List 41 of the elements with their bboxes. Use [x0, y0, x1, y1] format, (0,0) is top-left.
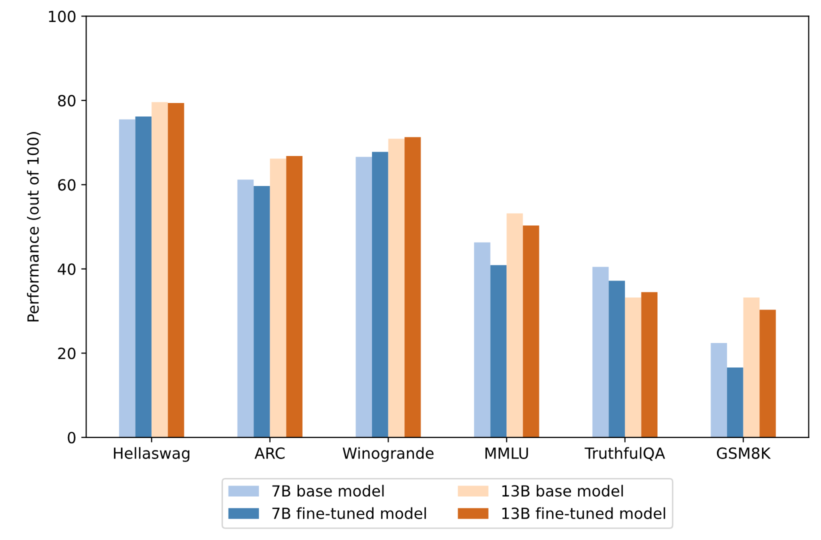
bar	[286, 156, 302, 438]
x-tick-label: Hellaswag	[114, 447, 190, 462]
bar	[710, 343, 728, 438]
bar	[135, 116, 152, 438]
bar	[760, 310, 776, 438]
bar	[743, 298, 760, 438]
y-tick-label: 60	[58, 179, 76, 191]
bar	[522, 226, 540, 438]
bar	[490, 265, 507, 438]
bar	[119, 119, 136, 438]
x-tick-label: GSM8K	[716, 447, 771, 459]
bar	[624, 298, 642, 438]
legend-label: 7B base model	[272, 484, 384, 497]
y-tick-label: 100	[49, 10, 76, 22]
x-tick-label: TruthfulQA	[584, 447, 666, 461]
y-tick-label: 0	[68, 432, 76, 444]
bar	[404, 137, 421, 438]
bar	[152, 102, 168, 438]
y-axis-title: Performance (out of 100)	[26, 132, 41, 322]
x-tick-label: Winogrande	[342, 447, 434, 462]
bar	[356, 156, 372, 438]
bar	[270, 158, 286, 438]
bar	[254, 186, 270, 438]
bar	[506, 213, 523, 438]
legend-label: 7B fine-tuned model	[272, 507, 426, 520]
bar	[592, 266, 609, 438]
y-tick-label: 20	[58, 348, 76, 360]
legend-label: 13B base model	[502, 484, 623, 497]
x-tick-label: MMLU	[485, 448, 528, 459]
bar	[474, 242, 490, 438]
bar	[641, 292, 658, 438]
y-tick-label: 40	[58, 263, 76, 275]
bar	[388, 138, 405, 438]
legend-label: 13B fine-tuned model	[502, 507, 666, 520]
x-tick-label: ARC	[254, 447, 285, 459]
bar	[372, 152, 388, 438]
bar	[608, 280, 625, 438]
bar	[168, 102, 184, 438]
y-tick-label: 80	[58, 94, 76, 106]
bar	[237, 180, 254, 438]
bar	[727, 367, 744, 438]
